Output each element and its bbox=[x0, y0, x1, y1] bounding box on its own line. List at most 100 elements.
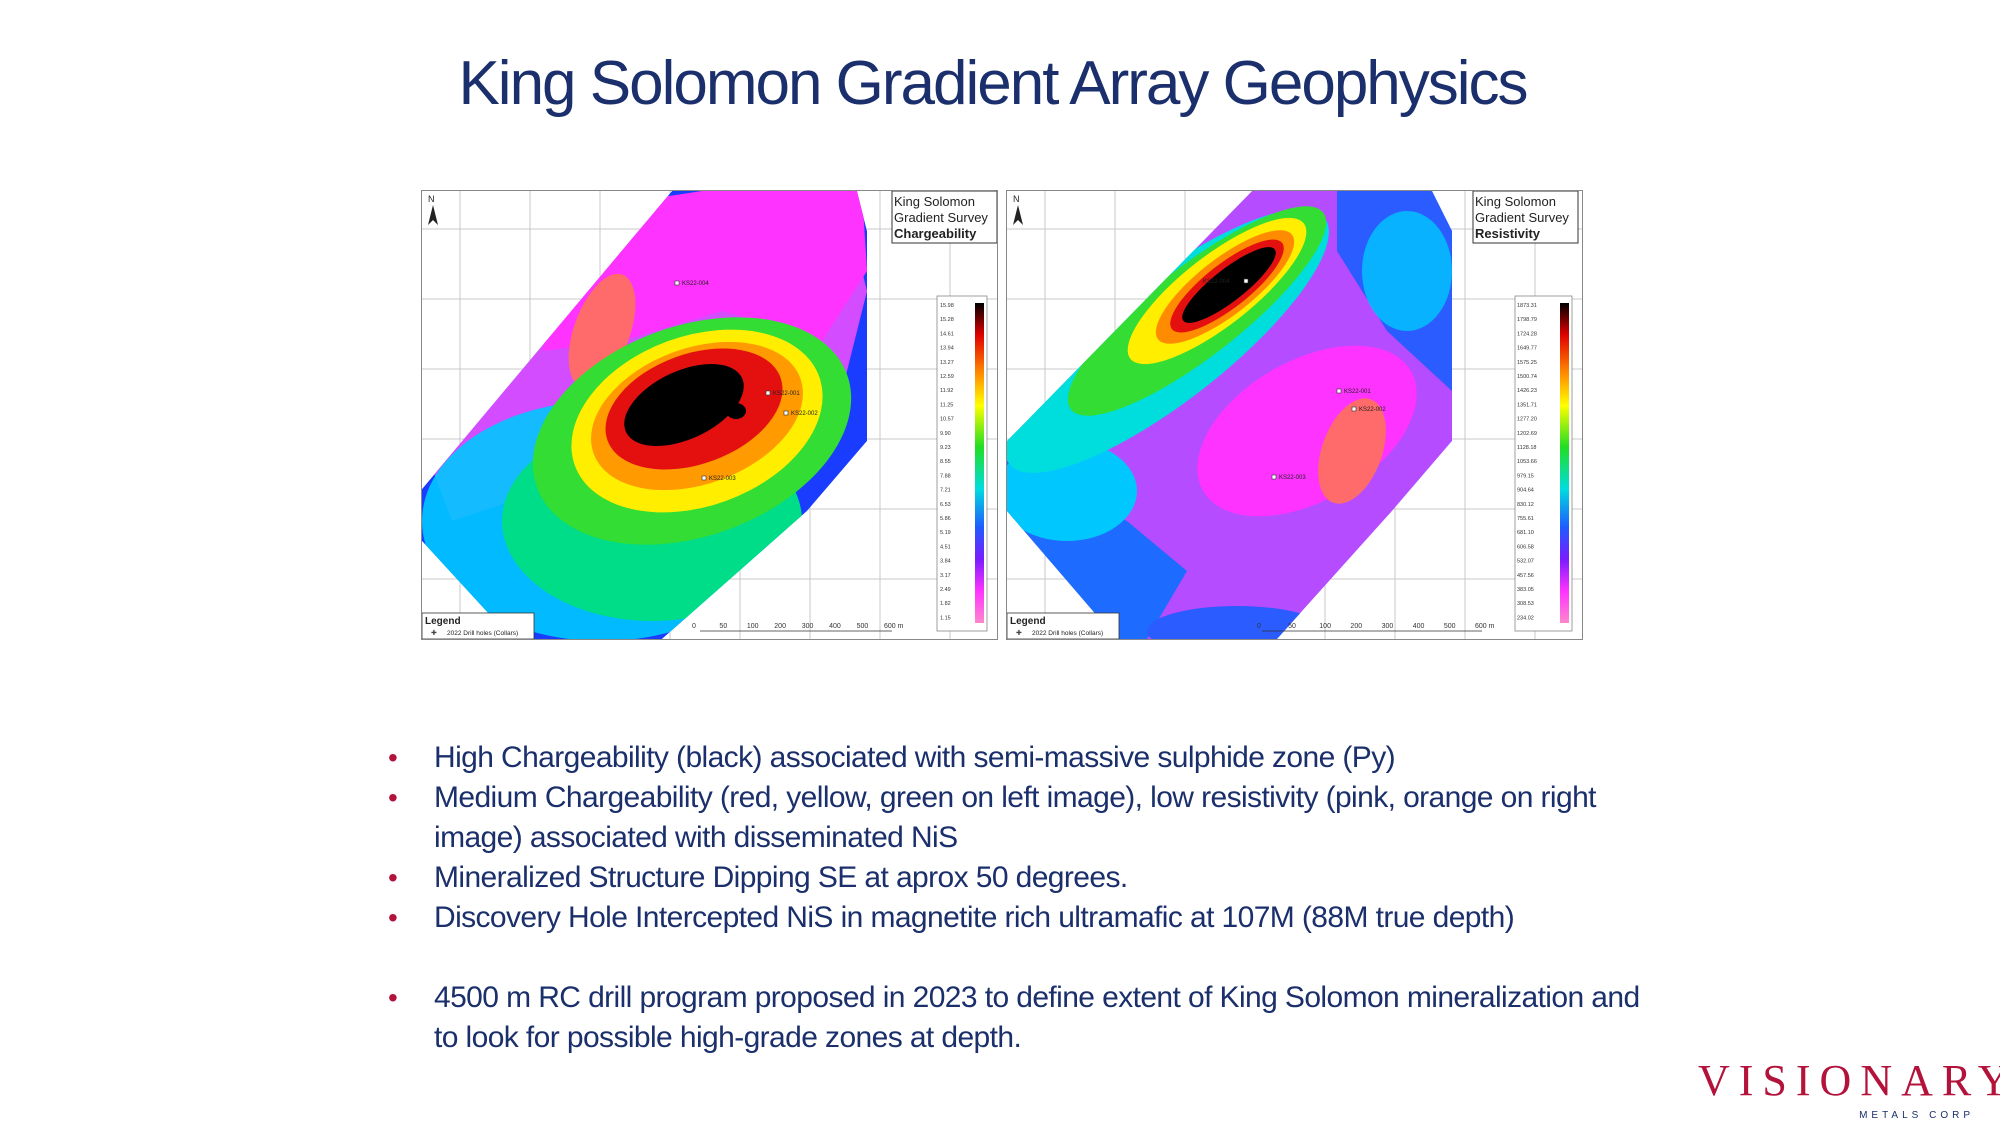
chargeability-field bbox=[422, 191, 867, 639]
scale-value: 8.55 bbox=[940, 459, 951, 465]
scale-value: 10.57 bbox=[940, 417, 954, 423]
scale-value: 1128.18 bbox=[1517, 445, 1536, 451]
legend-item: 2022 Drill holes (Collars) bbox=[447, 630, 518, 637]
scale-value: 1873.31 bbox=[1517, 303, 1537, 309]
resistivity-map: KS22-004 KS22-001 KS22-002 KS22-003 N Ki… bbox=[1006, 190, 1583, 640]
resistivity-field bbox=[1007, 191, 1452, 639]
scale-value: 1724.28 bbox=[1517, 331, 1537, 337]
scale-value: 12.59 bbox=[940, 374, 954, 380]
company-logo: VISIONARY METALS CORP bbox=[1698, 1055, 2000, 1121]
scale-value: 1202.69 bbox=[1517, 431, 1537, 437]
hole-label: KS22-004 bbox=[682, 281, 709, 287]
legend-item: 2022 Drill holes (Collars) bbox=[1032, 630, 1103, 637]
scale-value: 11.25 bbox=[940, 402, 953, 408]
scale-bar-label: 100 bbox=[1319, 623, 1331, 630]
bullet-icon: • bbox=[388, 902, 398, 933]
bullet-list: • High Chargeability (black) associated w… bbox=[384, 738, 1644, 1058]
scale-value: 7.88 bbox=[940, 473, 951, 479]
legend-title: Legend bbox=[425, 616, 461, 627]
scale-bar-label: 200 bbox=[1350, 623, 1362, 630]
scale-bar-label: 500 bbox=[1444, 623, 1456, 630]
legend-title: Legend bbox=[1010, 616, 1046, 627]
list-item: • Medium Chargeability (red, yellow, gree… bbox=[384, 778, 1644, 858]
north-arrow-icon bbox=[428, 205, 438, 225]
map-box-layer: Chargeability bbox=[894, 226, 977, 241]
scale-bar-label: 600 m bbox=[1475, 623, 1495, 630]
color-scale: 1873.31 1798.79 1724.28 1649.77 1575.25 1500.… bbox=[1514, 295, 1573, 632]
scale-value: 1798.79 bbox=[1517, 317, 1537, 323]
scale-value: 1351.71 bbox=[1517, 402, 1537, 408]
scale-value: 1053.66 bbox=[1517, 459, 1537, 465]
hole-label: KS22-003 bbox=[709, 476, 736, 482]
map-box-title: King Solomon bbox=[1475, 194, 1556, 209]
hole-label: KS22-004 bbox=[1203, 279, 1230, 285]
scale-bar: 0 50 100 200 300 400 500 600 m bbox=[1257, 623, 1495, 632]
hole-label: KS22-002 bbox=[791, 411, 818, 417]
north-label: N bbox=[428, 194, 435, 204]
scale-value: 308.53 bbox=[1517, 601, 1534, 607]
list-item: • Mineralized Structure Dipping SE at apr… bbox=[384, 858, 1644, 898]
scale-value: 1277.20 bbox=[1517, 417, 1537, 423]
scale-bar-label: 300 bbox=[1382, 623, 1394, 630]
scale-bar-label: 50 bbox=[719, 623, 727, 630]
logo-subtitle: METALS CORP bbox=[1859, 1110, 1974, 1121]
hole-label: KS22-001 bbox=[1344, 389, 1371, 395]
scale-value: 1426.23 bbox=[1517, 388, 1537, 394]
map-box-layer: Resistivity bbox=[1475, 226, 1541, 241]
scale-bar-label: 500 bbox=[857, 623, 869, 630]
map-box-subtitle: Gradient Survey bbox=[894, 210, 988, 225]
list-item: • Discovery Hole Intercepted NiS in magne… bbox=[384, 898, 1644, 938]
list-item: • High Chargeability (black) associated w… bbox=[384, 738, 1644, 778]
bullet-icon: • bbox=[388, 982, 398, 1013]
bullet-icon: • bbox=[388, 742, 398, 773]
svg-text:✚: ✚ bbox=[431, 629, 437, 637]
scale-value: 234.02 bbox=[1517, 615, 1534, 621]
scale-value: 5.19 bbox=[940, 530, 951, 536]
scale-value: 13.94 bbox=[940, 346, 954, 352]
scale-value: 606.58 bbox=[1517, 544, 1534, 550]
logo-wordmark: VISIONARY bbox=[1698, 1056, 2000, 1105]
scale-value: 13.27 bbox=[940, 360, 954, 366]
scale-value: 1.82 bbox=[940, 601, 951, 607]
scale-bar-label: 50 bbox=[1288, 623, 1296, 630]
scale-bar-label: 0 bbox=[692, 623, 696, 630]
scale-value: 457.56 bbox=[1517, 573, 1534, 579]
scale-bar-label: 600 m bbox=[884, 623, 904, 630]
scale-value: 15.28 bbox=[940, 317, 954, 323]
scale-value: 755.61 bbox=[1517, 516, 1534, 522]
svg-text:✚: ✚ bbox=[1016, 629, 1022, 637]
bullet-icon: • bbox=[388, 782, 398, 813]
north-label: N bbox=[1013, 194, 1020, 204]
drill-hole-markers bbox=[674, 280, 789, 481]
map-box-subtitle: Gradient Survey bbox=[1475, 210, 1569, 225]
scale-bar-label: 200 bbox=[774, 623, 786, 630]
scale-value: 15.98 bbox=[940, 303, 954, 309]
scale-value: 904.64 bbox=[1517, 488, 1534, 494]
color-scale: 15.98 15.28 14.61 13.94 13.27 12.59 11.92 11.25… bbox=[936, 295, 988, 632]
scale-value: 1575.25 bbox=[1517, 360, 1537, 366]
scale-value: 3.17 bbox=[940, 573, 951, 579]
scale-value: 14.61 bbox=[940, 331, 954, 337]
scale-bar-label: 400 bbox=[1413, 623, 1425, 630]
scale-value: 2.49 bbox=[940, 587, 951, 593]
bullet-icon: • bbox=[388, 862, 398, 893]
list-item: • 4500 m RC drill program proposed in 202… bbox=[384, 978, 1644, 1058]
scale-value: 11.92 bbox=[940, 388, 953, 394]
north-arrow-icon bbox=[1013, 205, 1023, 225]
scale-bar: 0 50 100 200 300 400 500 600 m bbox=[692, 623, 904, 632]
scale-value: 383.05 bbox=[1517, 587, 1534, 593]
map-box-title: King Solomon bbox=[894, 194, 975, 209]
scale-value: 830.12 bbox=[1517, 502, 1534, 508]
scale-value: 1500.74 bbox=[1517, 374, 1537, 380]
slide-title: King Solomon Gradient Array Geophysics bbox=[458, 49, 1528, 118]
scale-bar-label: 400 bbox=[829, 623, 841, 630]
scale-bar-label: 0 bbox=[1257, 623, 1261, 630]
scale-value: 6.53 bbox=[940, 502, 951, 508]
chargeability-map: KS22-004 KS22-001 KS22-002 KS22-003 N Ki… bbox=[421, 190, 998, 640]
scale-bar-label: 300 bbox=[802, 623, 814, 630]
scale-value: 532.07 bbox=[1517, 559, 1534, 565]
scale-value: 1649.77 bbox=[1517, 346, 1537, 352]
scale-value: 979.15 bbox=[1517, 473, 1534, 479]
scale-bar-label: 100 bbox=[747, 623, 759, 630]
scale-value: 5.86 bbox=[940, 516, 951, 522]
